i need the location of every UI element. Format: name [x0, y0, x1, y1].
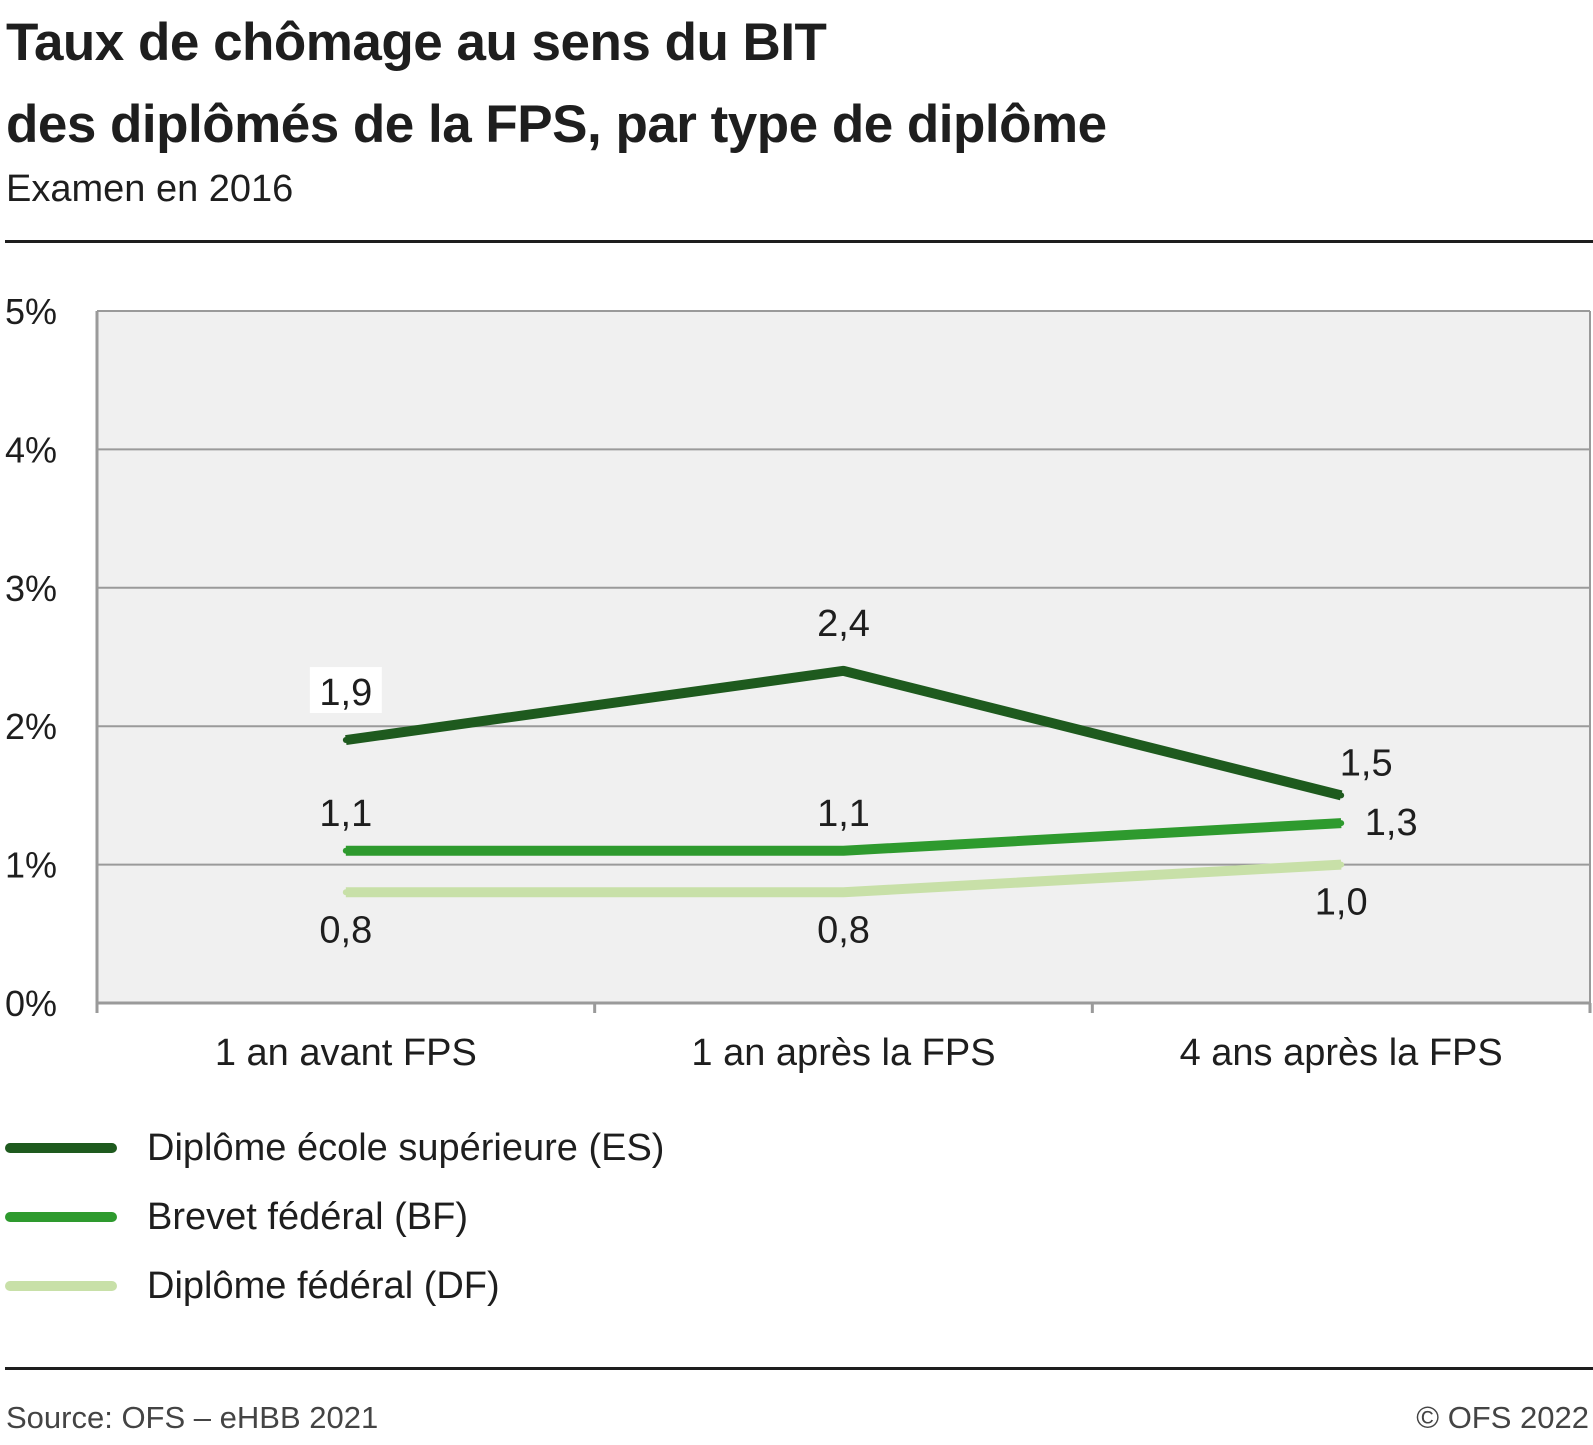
y-tick-label: 3% [5, 568, 57, 609]
y-tick-label: 5% [5, 291, 57, 332]
y-tick-label: 4% [5, 429, 57, 470]
series-point-1 [342, 737, 349, 744]
data-label: 1,1 [319, 793, 372, 835]
series-point-3 [1338, 861, 1345, 868]
chart-title-line-1: Taux de chômage au sens du BIT [6, 13, 827, 72]
y-tick-label: 1% [5, 845, 57, 886]
copyright-note: © OFS 2022 [1416, 1400, 1589, 1435]
legend-label-es: Diplôme école supérieure (ES) [147, 1127, 665, 1169]
data-label: 1,5 [1340, 742, 1393, 784]
data-label-background [309, 667, 382, 714]
legend-swatch-df [5, 1281, 117, 1291]
series-point-1 [1338, 792, 1345, 799]
y-tick-label: 2% [5, 706, 57, 747]
y-tick-label: 0% [5, 983, 57, 1024]
data-label: 0,8 [319, 909, 372, 951]
chart-title-line-2: des diplômés de la FPS, par type de dipl… [6, 95, 1107, 154]
chart-title: Taux de chômage au sens du BIT des diplô… [6, 2, 1107, 166]
series-point-3 [342, 889, 349, 896]
series-point-2 [840, 847, 847, 854]
legend-label-bf: Brevet fédéral (BF) [147, 1196, 468, 1238]
line-chart: 0% 1% 2% 3% 4% 5% 1 an avant FPS 1 an après la … [5, 291, 1592, 1074]
bottom-divider [5, 1367, 1593, 1370]
data-label: 1,0 [1315, 882, 1368, 924]
top-divider [5, 240, 1593, 243]
x-tick-label: 1 an après la FPS [691, 1032, 995, 1074]
series-point-1 [840, 667, 847, 674]
data-label: 1,1 [817, 793, 870, 835]
chart-subtitle: Examen en 2016 [6, 168, 294, 210]
data-label: 1,3 [1365, 802, 1418, 844]
x-tick-label: 1 an avant FPS [215, 1032, 477, 1074]
source-note: Source: OFS – eHBB 2021 [6, 1400, 379, 1435]
data-label: 0,8 [817, 909, 870, 951]
x-tick-label: 4 ans après la FPS [1180, 1032, 1503, 1074]
data-label: 2,4 [817, 603, 870, 645]
legend-swatch-bf [5, 1212, 117, 1222]
data-label: 1,9 [319, 672, 372, 714]
legend-swatch-es [5, 1143, 117, 1153]
series-point-2 [342, 847, 349, 854]
legend-label-df: Diplôme fédéral (DF) [147, 1265, 500, 1307]
series-point-3 [840, 889, 847, 896]
series-point-2 [1338, 820, 1345, 827]
